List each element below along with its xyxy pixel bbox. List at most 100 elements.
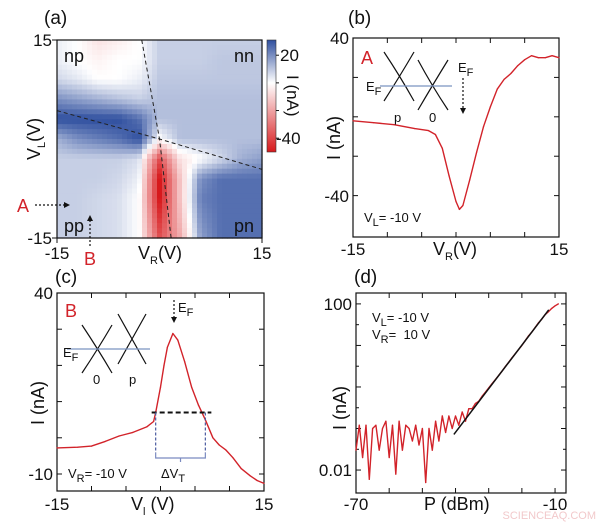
heatmap-cell: [207, 49, 213, 56]
heatmap-cell: [97, 148, 103, 155]
heatmap-cell: [82, 134, 88, 140]
heatmap-cell: [212, 54, 218, 61]
heatmap-cell: [62, 69, 68, 76]
heatmap-cell: [247, 44, 253, 51]
heatmap-cell: [257, 40, 263, 46]
heatmap-cell: [202, 168, 208, 175]
heatmap-cell: [182, 183, 188, 190]
heatmap-cell: [187, 119, 193, 125]
heatmap-cell: [242, 64, 248, 71]
heatmap-cell: [217, 213, 223, 219]
heatmap-cell: [127, 183, 133, 190]
heatmap-cell: [92, 89, 98, 96]
heatmap-cell: [142, 89, 148, 96]
heatmap-cell: [197, 109, 203, 115]
heatmap-cell: [152, 143, 158, 150]
heatmap-cell: [227, 223, 233, 229]
heatmap-cell: [152, 69, 158, 76]
heatmap-cell: [62, 94, 68, 100]
heatmap-cell: [62, 228, 68, 234]
data-point: [421, 427, 423, 430]
data-point: [146, 426, 148, 428]
heatmap-cell: [112, 158, 118, 165]
band-diagram-inset: [67, 313, 150, 374]
heatmap-cell: [157, 59, 163, 66]
heatmap-cell: [222, 134, 228, 140]
panel-c-label: (c): [55, 267, 77, 288]
heatmap-cell: [57, 54, 63, 61]
heatmap-cell: [202, 44, 208, 51]
heatmap-cell: [252, 89, 258, 96]
heatmap-cell: [172, 153, 178, 160]
heatmap-cell: [82, 139, 88, 145]
heatmap-cell: [87, 89, 93, 96]
heatmap-cell: [242, 193, 248, 199]
cone-label: 0: [429, 110, 436, 125]
heatmap-cell: [127, 178, 133, 185]
heatmap-cell: [132, 208, 138, 214]
data-point: [557, 303, 560, 305]
heatmap-cell: [237, 168, 243, 175]
heatmap-cell: [157, 124, 163, 130]
heatmap-cell: [122, 84, 128, 91]
heatmap-cell: [112, 139, 118, 145]
data-point: [415, 424, 417, 426]
heatmap-cell: [62, 89, 68, 96]
heatmap-cell: [202, 163, 208, 170]
heatmap-cell: [212, 173, 218, 180]
heatmap-cell: [162, 74, 168, 81]
heatmap-cell: [142, 163, 148, 170]
heatmap-cell: [197, 69, 203, 76]
heatmap-cell: [217, 148, 223, 155]
heatmap-cell: [187, 134, 193, 140]
heatmap-cell: [117, 134, 123, 140]
heatmap-cell: [107, 49, 113, 56]
heatmap-cell: [152, 213, 158, 219]
heatmap-cell: [72, 148, 78, 155]
heatmap-cell: [87, 69, 93, 76]
heatmap-cell: [217, 109, 223, 115]
heatmap-cell: [182, 59, 188, 66]
heatmap-cell: [72, 44, 78, 51]
heatmap-cell: [222, 213, 228, 219]
heatmap-cell: [127, 44, 133, 51]
heatmap-cell: [202, 69, 208, 76]
heatmap-cell: [197, 198, 203, 204]
data-point: [373, 122, 375, 124]
heatmap-cell: [152, 158, 158, 165]
heatmap-cell: [162, 64, 168, 71]
heatmap-cell: [222, 198, 228, 204]
heatmap-cell: [67, 94, 73, 100]
heatmap-cell: [67, 104, 73, 110]
heatmap-cell: [237, 218, 243, 224]
heatmap-cell: [107, 129, 113, 135]
heatmap-cell: [127, 213, 133, 219]
heatmap-cell: [102, 153, 108, 160]
heatmap-cell: [82, 218, 88, 224]
heatmap-cell: [67, 99, 73, 105]
fermi-label: EF: [366, 79, 382, 98]
colorbar: [266, 39, 277, 153]
heatmap-cell: [182, 188, 188, 195]
heatmap-cell: [192, 153, 198, 160]
heatmap-cell: [142, 148, 148, 155]
heatmap-cell: [227, 203, 233, 209]
heatmap-cell: [232, 69, 238, 76]
heatmap-cell: [137, 104, 143, 110]
heatmap-cell: [157, 228, 163, 234]
heatmap-cell: [227, 188, 233, 195]
data-point: [372, 427, 374, 430]
heatmap-cell: [102, 178, 108, 185]
heatmap-cell: [177, 114, 183, 120]
heatmap-cell: [242, 183, 248, 190]
heatmap-cell: [227, 44, 233, 51]
heatmap-cell: [112, 64, 118, 71]
heatmap-cell: [142, 79, 148, 86]
heatmap-cell: [152, 218, 158, 224]
heatmap-cell: [157, 173, 163, 180]
heatmap-cell: [182, 233, 188, 239]
x-tick-label: -15: [45, 495, 70, 514]
heatmap-cell: [97, 109, 103, 115]
heatmap-cell: [167, 79, 173, 86]
heatmap-cell: [112, 40, 118, 46]
